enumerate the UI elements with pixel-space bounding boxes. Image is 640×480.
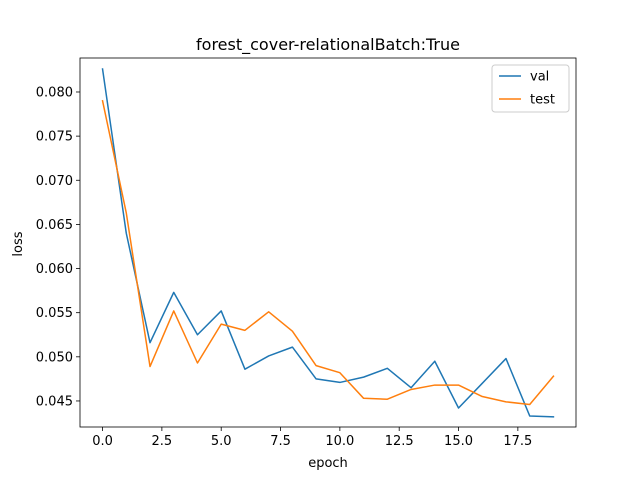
x-tick-label: 2.5 xyxy=(152,434,173,449)
y-tick-label: 0.055 xyxy=(36,306,73,321)
y-tick-label: 0.050 xyxy=(36,350,73,365)
y-axis-label: loss xyxy=(11,231,26,256)
legend-label-val: val xyxy=(530,70,549,85)
series-line-val xyxy=(101,68,555,418)
axes-frame xyxy=(79,57,577,428)
x-tick-label: 5.0 xyxy=(211,434,232,449)
x-tick-label: 12.5 xyxy=(385,434,414,449)
chart-title: forest_cover-relationalBatch:True xyxy=(196,35,460,55)
y-tick-label: 0.070 xyxy=(36,174,73,189)
y-tick-label: 0.080 xyxy=(36,85,73,100)
y-tick-label: 0.060 xyxy=(36,262,73,277)
x-tick-label: 15.0 xyxy=(444,434,473,449)
series-line-test xyxy=(101,99,555,406)
y-tick-label: 0.065 xyxy=(36,218,73,233)
y-tick-label: 0.075 xyxy=(36,130,73,145)
plot-area: 0.0 2.5 5.0 7.5 10.0 12.5 15.0 17.5 0.045 0.050 0.… xyxy=(36,57,577,449)
x-tick-label: 7.5 xyxy=(270,434,291,449)
legend-label-test: test xyxy=(530,93,555,108)
y-tick-label: 0.045 xyxy=(36,394,73,409)
x-tick-label: 10.0 xyxy=(325,434,354,449)
x-axis-label: epoch xyxy=(308,456,348,471)
x-tick-label: 0.0 xyxy=(92,434,113,449)
x-tick-label: 17.5 xyxy=(503,434,532,449)
